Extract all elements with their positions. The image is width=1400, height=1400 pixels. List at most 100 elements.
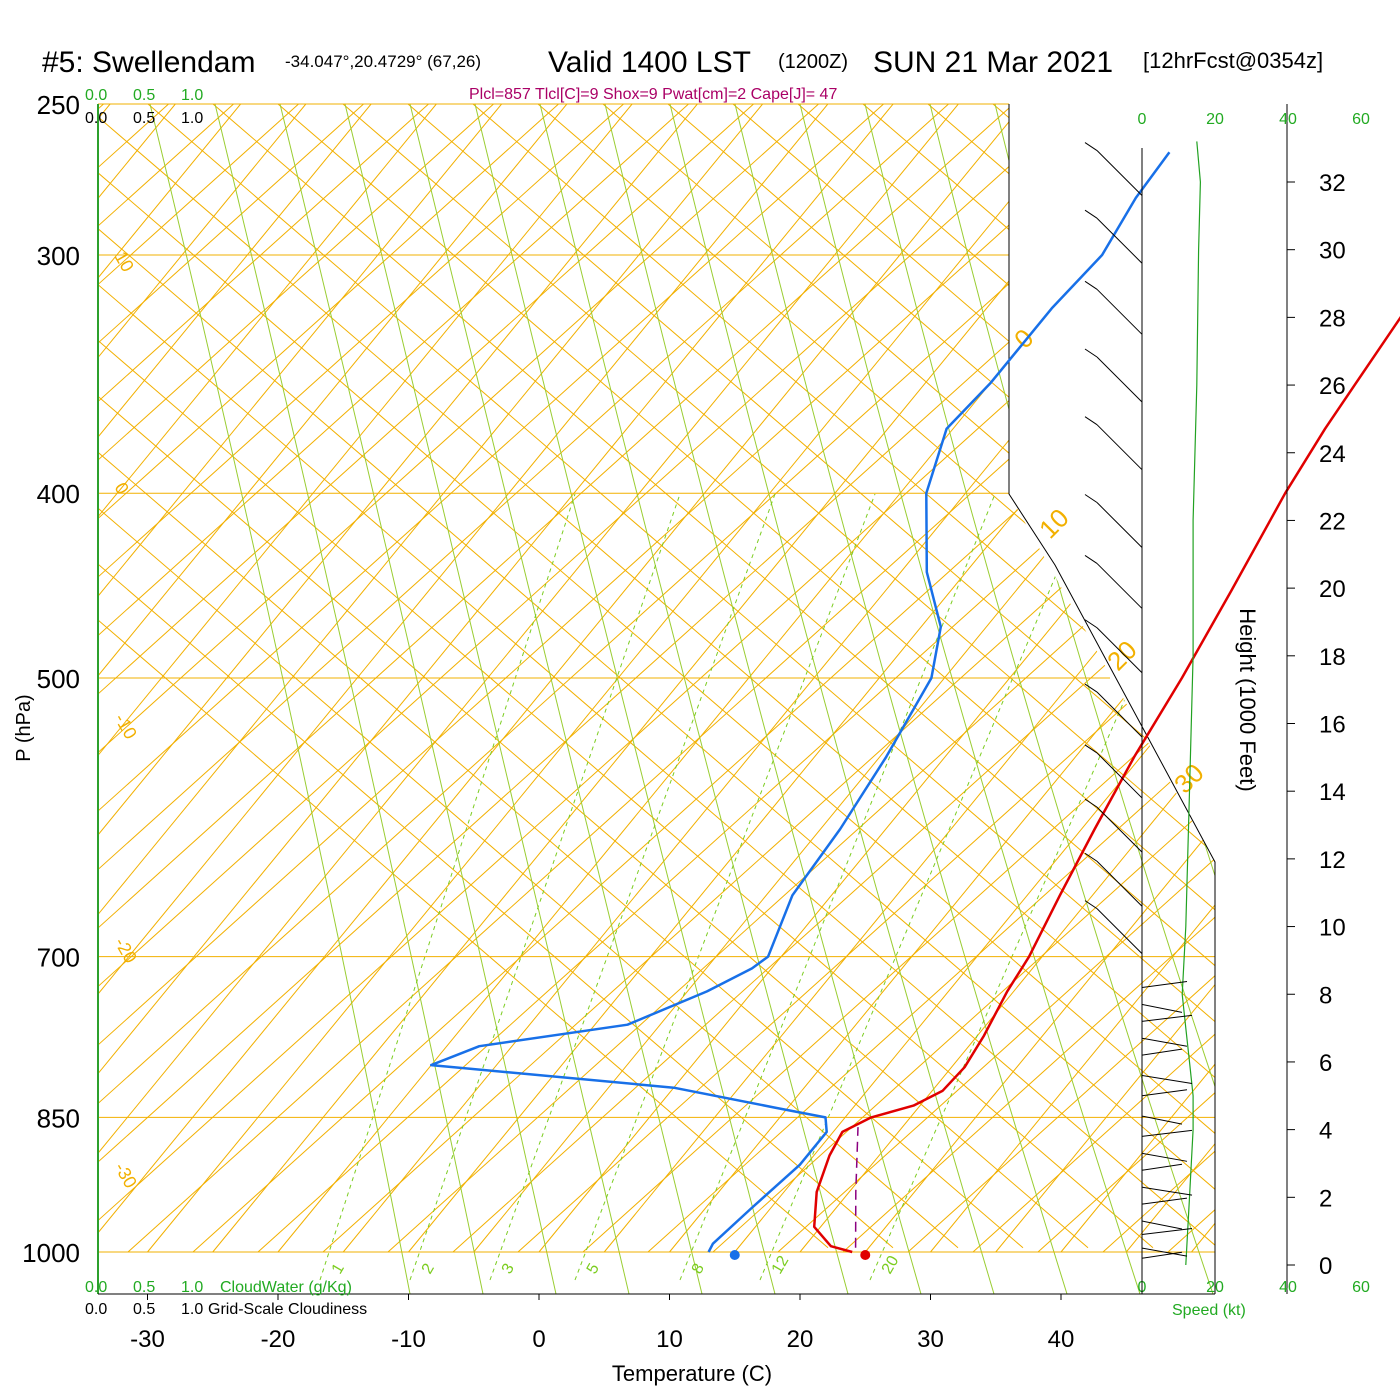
dry-adiabat-line (322, 104, 1215, 1253)
dry-adiabat-line (257, 104, 1215, 1253)
wind-barb (1141, 1037, 1188, 1047)
height-axis-title: Height (1000 Feet) (1235, 608, 1260, 791)
moist-adiabat-line (279, 104, 557, 1294)
wind-panel: 0246810121416182022242628303200202040406… (1084, 104, 1370, 1296)
moist-adiabat-line (669, 104, 995, 1294)
dry-adiabat-line (98, 104, 389, 1253)
wind-barb (1096, 288, 1143, 335)
pressure-tick-label: 250 (37, 90, 80, 120)
moist-adiabat-line (474, 104, 776, 1294)
wind-barb-flag (1084, 619, 1098, 629)
wind-barb-flag (1084, 900, 1098, 910)
cloudwater-tick-bottom: 0.5 (133, 1279, 155, 1296)
dry-adiabat-line (127, 104, 1215, 1253)
x-tick-label: 0 (532, 1326, 545, 1353)
cloudiness-label: Grid-Scale Cloudiness (208, 1301, 367, 1318)
dry-adiabat-line (98, 104, 1039, 1253)
right-frame-line (1008, 104, 1216, 1294)
cloudwater-tick-bottom: 1.0 (181, 1279, 203, 1296)
dry-adiabat-line (98, 104, 714, 1253)
isotherm-line (1257, 104, 1400, 1252)
temperature-trace (812, 316, 1400, 1254)
isotherm-line (995, 104, 1215, 1253)
wind-barb (1141, 1152, 1188, 1162)
wind-barb (1096, 150, 1143, 196)
skew-grid (98, 82, 1400, 1294)
dry-adiabat-line (98, 104, 1169, 1253)
pressure-tick-label: 300 (37, 241, 80, 271)
sounding-traces (429, 151, 1400, 1260)
wind-barb (1141, 1129, 1193, 1137)
dry-adiabat-line (98, 104, 909, 1253)
isotherm-line (1191, 104, 1215, 1253)
height-tick-label: 14 (1319, 779, 1346, 806)
isotherm-cross-line (732, 104, 1215, 1249)
wind-barb (1096, 691, 1143, 738)
isotherm-line (864, 104, 1215, 1253)
wind-barb (1141, 1228, 1193, 1236)
mixing-ratio-line (489, 493, 776, 1281)
isotherm-cross-line (537, 104, 1215, 1249)
moist-adiabat-line (799, 104, 1141, 1294)
dry-adiabat-line (192, 104, 1215, 1253)
isotherm-cross-line (1187, 104, 1215, 1249)
height-tick-label: 26 (1319, 373, 1346, 400)
height-tick-label: 2 (1319, 1185, 1332, 1212)
wind-barb (1141, 1197, 1188, 1205)
dry-adiabat-line (842, 104, 1215, 1253)
pressure-tick-label: 1000 (22, 1238, 80, 1268)
isotherm-line (1060, 104, 1215, 1253)
isotherm-label: 20 (1101, 635, 1143, 677)
cloudiness-tick-top: 0.5 (133, 110, 155, 127)
wind-barb (1096, 424, 1143, 471)
dry-adiabat-line (907, 104, 1215, 1253)
speed-tick-bottom: 40 (1279, 1279, 1297, 1296)
wind-barb-flag (1084, 280, 1098, 290)
wind-barb-flag (1084, 555, 1098, 564)
moist-adiabat-line (149, 104, 411, 1294)
dry-adiabat-line (712, 104, 1215, 1253)
dewpoint-trace (429, 151, 1171, 1253)
wind-barb (1096, 563, 1143, 609)
isotherm-cross-line (98, 104, 1024, 1249)
isotherm-cross-line (98, 104, 959, 1249)
dry-adiabat-line (777, 104, 1215, 1253)
isotherm-line (98, 104, 307, 1253)
speed-axis-label: Speed (kt) (1172, 1302, 1246, 1319)
dry-adiabat-line (98, 104, 1215, 1253)
height-tick-label: 8 (1319, 982, 1332, 1009)
moist-adiabat-line (409, 104, 703, 1294)
wind-barb-flag (1084, 142, 1098, 151)
isotherm-line (98, 104, 437, 1253)
wind-speed-profile (1181, 141, 1202, 1266)
wind-barb (1141, 1074, 1193, 1084)
dry-adiabat-line (517, 104, 1215, 1253)
cloudwater-label: CloudWater (g/Kg) (220, 1279, 352, 1296)
dry-adiabat-line (98, 104, 454, 1253)
x-tick-label: 40 (1048, 1326, 1075, 1353)
mixing-ratio-line (409, 493, 681, 1281)
moist-adiabat-line (929, 104, 1215, 1294)
dry-adiabat-line (1298, 82, 1400, 1252)
isotherm-cross-line (1122, 104, 1215, 1249)
dry-adiabat-line (1167, 104, 1215, 1253)
speed-tick-top: 60 (1352, 111, 1370, 128)
isotherm-cross-line (992, 104, 1215, 1249)
wind-barb-flag (1084, 209, 1098, 219)
speed-tick-bottom: 20 (1206, 1279, 1224, 1296)
cloudiness-tick-top: 1.0 (181, 110, 203, 127)
zulu-time: (1200Z) (778, 51, 848, 73)
wind-barb (1141, 1115, 1183, 1125)
pressure-tick-label: 500 (37, 664, 80, 694)
wind-barb-flag (1084, 744, 1098, 754)
cloudwater-tick-top: 0.0 (85, 87, 107, 104)
wind-barb-flag (1084, 798, 1098, 808)
mixing-ratio-label: 8 (689, 1261, 708, 1277)
skew-temp-label: 0 (111, 479, 133, 498)
isotherm-cross-line (98, 104, 1089, 1249)
height-tick-label: 30 (1319, 238, 1346, 265)
isotherm-line (98, 104, 568, 1253)
isotherm-cross-line (212, 104, 1215, 1249)
wind-barb (1096, 806, 1143, 853)
